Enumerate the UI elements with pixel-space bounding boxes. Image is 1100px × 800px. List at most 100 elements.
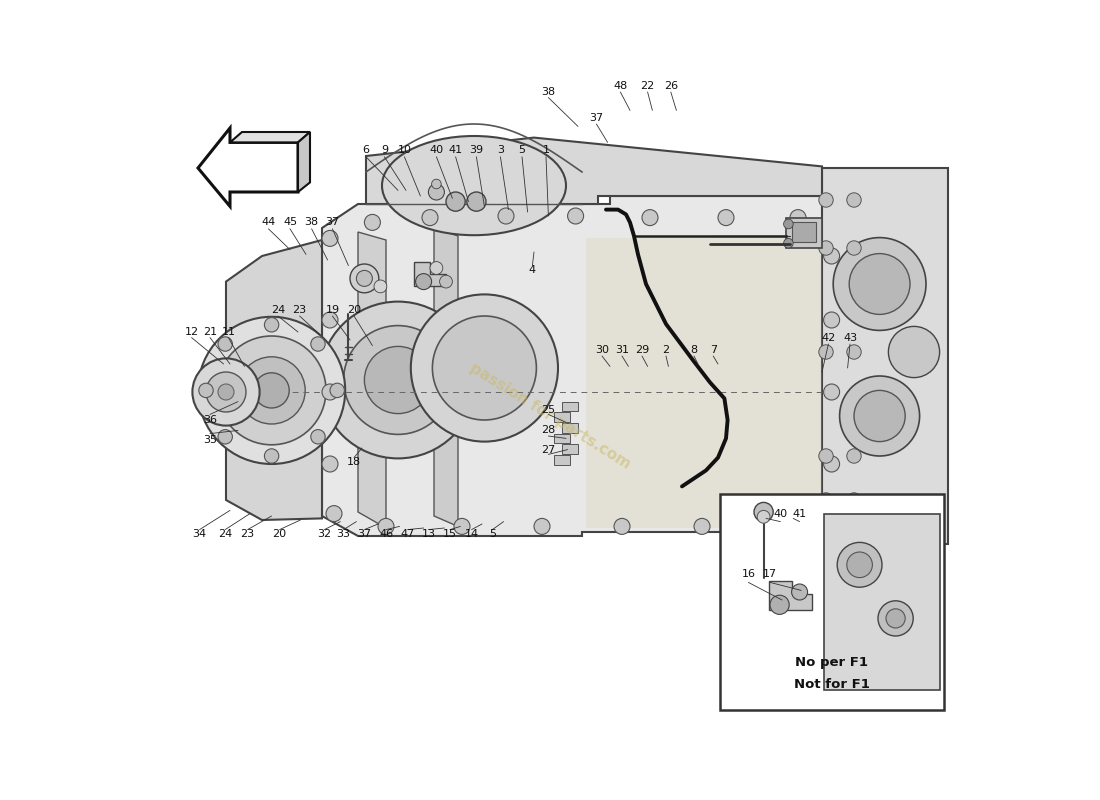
- Circle shape: [534, 518, 550, 534]
- Circle shape: [326, 506, 342, 522]
- Text: 16: 16: [741, 570, 756, 579]
- Text: 38: 38: [305, 218, 319, 227]
- Circle shape: [839, 376, 920, 456]
- Text: 11: 11: [221, 327, 235, 337]
- Circle shape: [790, 210, 806, 226]
- Polygon shape: [322, 196, 854, 536]
- Circle shape: [824, 384, 839, 400]
- Circle shape: [498, 208, 514, 224]
- Text: 23: 23: [241, 530, 255, 539]
- Circle shape: [430, 262, 443, 274]
- Circle shape: [642, 210, 658, 226]
- Circle shape: [466, 192, 486, 211]
- Circle shape: [824, 312, 839, 328]
- Circle shape: [847, 193, 861, 207]
- Text: 40: 40: [773, 509, 788, 518]
- Circle shape: [792, 584, 807, 600]
- Circle shape: [192, 358, 260, 426]
- Circle shape: [422, 210, 438, 226]
- Bar: [554, 412, 570, 422]
- Text: 13: 13: [421, 530, 436, 539]
- Bar: [554, 455, 570, 465]
- Text: 24: 24: [271, 306, 285, 315]
- Polygon shape: [226, 240, 322, 520]
- Circle shape: [254, 373, 289, 408]
- Text: No per F1: No per F1: [795, 656, 868, 670]
- Text: 37: 37: [326, 218, 340, 227]
- Circle shape: [320, 302, 476, 458]
- Bar: [792, 222, 815, 242]
- Text: 5: 5: [488, 530, 496, 539]
- Text: 48: 48: [614, 81, 627, 90]
- Circle shape: [568, 208, 584, 224]
- Circle shape: [886, 609, 905, 628]
- Polygon shape: [198, 128, 298, 206]
- Circle shape: [849, 254, 910, 314]
- Text: 41: 41: [792, 509, 806, 518]
- Circle shape: [322, 312, 338, 328]
- Text: 42: 42: [822, 333, 836, 342]
- Polygon shape: [824, 514, 939, 690]
- Polygon shape: [414, 262, 446, 286]
- Text: 44: 44: [262, 218, 275, 227]
- Text: 41: 41: [449, 146, 463, 155]
- Circle shape: [428, 184, 444, 200]
- Circle shape: [818, 241, 833, 255]
- Text: 37: 37: [358, 530, 372, 539]
- Text: 3: 3: [497, 146, 504, 155]
- Text: 10: 10: [397, 146, 411, 155]
- Polygon shape: [230, 132, 310, 142]
- Circle shape: [847, 493, 861, 507]
- Circle shape: [833, 238, 926, 330]
- Text: 40: 40: [429, 146, 443, 155]
- Circle shape: [847, 345, 861, 359]
- Polygon shape: [358, 232, 386, 528]
- Circle shape: [410, 294, 558, 442]
- Circle shape: [446, 192, 465, 211]
- Polygon shape: [434, 228, 458, 526]
- Circle shape: [454, 518, 470, 534]
- Circle shape: [847, 449, 861, 463]
- Circle shape: [322, 456, 338, 472]
- Circle shape: [718, 210, 734, 226]
- Circle shape: [847, 241, 861, 255]
- Text: 36: 36: [204, 415, 217, 425]
- Circle shape: [218, 430, 232, 444]
- Circle shape: [774, 518, 790, 534]
- Circle shape: [889, 326, 939, 378]
- Circle shape: [770, 595, 789, 614]
- Text: 9: 9: [381, 146, 388, 155]
- Text: 39: 39: [470, 146, 484, 155]
- Text: 15: 15: [443, 530, 456, 539]
- Text: 23: 23: [293, 306, 307, 315]
- Text: 46: 46: [378, 530, 393, 539]
- Circle shape: [818, 193, 833, 207]
- Bar: [554, 434, 570, 443]
- Text: 5: 5: [518, 146, 526, 155]
- Circle shape: [356, 270, 373, 286]
- Circle shape: [824, 456, 839, 472]
- Bar: [562, 423, 578, 433]
- Polygon shape: [586, 238, 822, 528]
- Polygon shape: [298, 132, 310, 192]
- Text: 26: 26: [663, 81, 678, 90]
- Text: 19: 19: [326, 306, 340, 315]
- Text: 24: 24: [218, 530, 232, 539]
- Circle shape: [614, 518, 630, 534]
- Circle shape: [440, 275, 452, 288]
- Text: 2: 2: [662, 346, 670, 355]
- Circle shape: [757, 510, 770, 523]
- Text: 32: 32: [317, 530, 331, 539]
- Circle shape: [754, 502, 773, 522]
- Text: 27: 27: [541, 446, 556, 455]
- Text: 38: 38: [541, 87, 556, 97]
- Circle shape: [818, 449, 833, 463]
- Text: 47: 47: [400, 530, 415, 539]
- Text: 7: 7: [710, 346, 717, 355]
- Circle shape: [432, 316, 537, 420]
- Circle shape: [218, 337, 232, 351]
- Text: 22: 22: [640, 81, 654, 90]
- Text: 25: 25: [541, 405, 556, 414]
- Polygon shape: [786, 218, 822, 248]
- Circle shape: [783, 219, 793, 229]
